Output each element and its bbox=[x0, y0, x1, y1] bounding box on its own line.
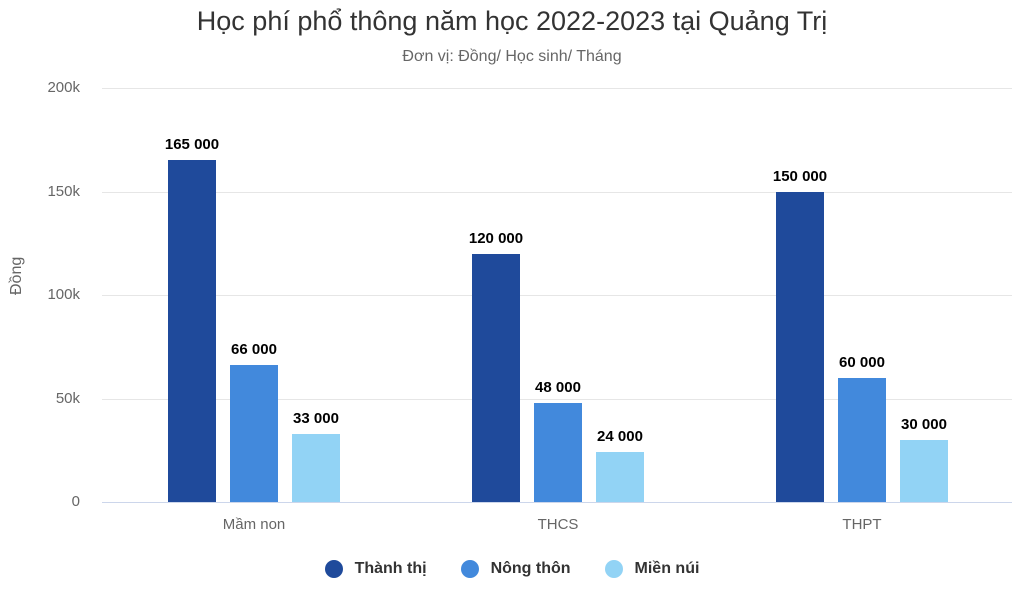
data-label: 150 000 bbox=[772, 167, 828, 185]
chart-subtitle: Đơn vị: Đồng/ Học sinh/ Tháng bbox=[402, 48, 622, 65]
bar[interactable] bbox=[900, 439, 948, 502]
bar[interactable] bbox=[168, 160, 216, 502]
legend-item-mien-nui[interactable]: Miền núi bbox=[604, 560, 700, 578]
legend-label: Thành thị bbox=[354, 560, 427, 577]
bar[interactable] bbox=[776, 191, 824, 502]
bar[interactable] bbox=[838, 377, 886, 502]
y-tick-label: 150k bbox=[47, 182, 80, 200]
y-tick-label: 0 bbox=[71, 493, 80, 510]
x-tick-label: THCS bbox=[537, 516, 579, 533]
data-label: 66 000 bbox=[231, 341, 277, 359]
y-tick-label: 100k bbox=[47, 286, 80, 303]
data-label: 60 000 bbox=[839, 353, 885, 371]
bar[interactable] bbox=[596, 452, 644, 502]
data-label: 48 000 bbox=[535, 378, 581, 396]
legend-dot-icon bbox=[324, 560, 343, 578]
x-tick-label: THPT bbox=[842, 516, 882, 533]
y-tick-label: 50k bbox=[55, 389, 80, 407]
data-label: 33 000 bbox=[293, 409, 339, 427]
legend: Thành thị Nông thôn Miền núi bbox=[0, 560, 1024, 578]
x-tick-label: Mầm non bbox=[222, 516, 286, 533]
data-label: 30 000 bbox=[901, 415, 947, 433]
chart-title: Học phí phổ thông năm học 2022-2023 tại … bbox=[196, 6, 828, 36]
gridline bbox=[102, 295, 1012, 296]
data-label: 24 000 bbox=[597, 428, 643, 446]
gridline bbox=[102, 191, 1012, 193]
legend-dot-icon bbox=[604, 560, 623, 578]
data-label: 120 000 bbox=[468, 229, 524, 247]
gridline bbox=[102, 398, 1012, 400]
legend-item-nong-thon[interactable]: Nông thôn bbox=[460, 560, 571, 578]
bar[interactable] bbox=[534, 402, 582, 502]
bar[interactable] bbox=[472, 253, 520, 502]
legend-item-thanh-thi[interactable]: Thành thị bbox=[324, 560, 427, 578]
bar[interactable] bbox=[230, 365, 278, 502]
legend-label: Nông thôn bbox=[490, 560, 571, 577]
legend-label: Miền núi bbox=[634, 560, 700, 577]
bar[interactable] bbox=[292, 433, 340, 502]
data-label: 165 000 bbox=[164, 136, 220, 154]
legend-dot-icon bbox=[460, 560, 479, 578]
y-tick-label: 200k bbox=[47, 79, 80, 96]
gridline bbox=[102, 88, 1012, 89]
x-axis-line bbox=[102, 502, 1012, 503]
